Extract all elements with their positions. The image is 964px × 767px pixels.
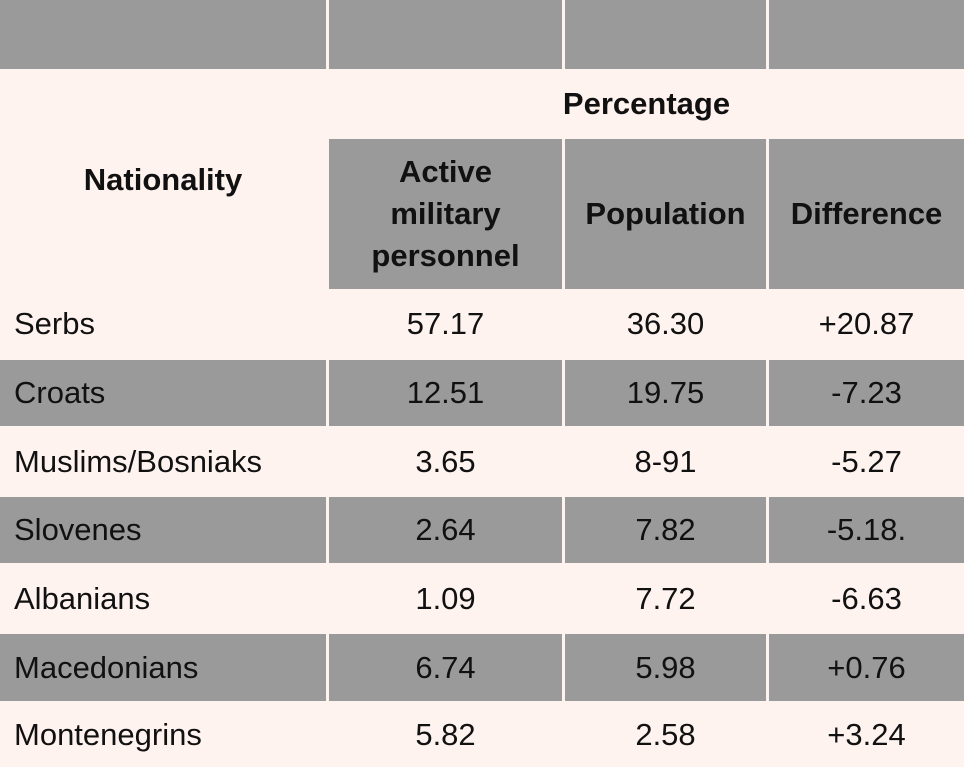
top-band-cell (565, 0, 766, 69)
row-population: 5.98 (565, 634, 766, 701)
row-difference: +0.76 (769, 634, 964, 701)
row-difference: -5.27 (831, 444, 902, 479)
row-nationality: Montenegrins (14, 717, 202, 752)
row-active: 12.51 (329, 360, 562, 426)
row-nationality: Macedonians (0, 634, 326, 701)
row-active: 3.65 (415, 444, 476, 479)
row-population: 36.30 (626, 306, 705, 341)
row-nationality: Serbs (14, 306, 95, 341)
header-percentage-label: Percentage (562, 85, 731, 121)
row-active: 6.74 (329, 634, 562, 701)
header-population-label: Population (585, 196, 746, 231)
row-difference: +3.24 (827, 717, 906, 752)
row-nationality: Slovenes (0, 497, 326, 563)
row-nationality: Albanians (14, 581, 151, 616)
row-active: 1.09 (415, 581, 476, 616)
top-band-cell (329, 0, 562, 69)
header-nationality: Nationality (0, 70, 326, 289)
header-percentage: Percentage (329, 70, 964, 137)
row-difference: -7.23 (769, 360, 964, 426)
top-band-cell (0, 0, 326, 69)
row-difference: +20.87 (818, 306, 915, 341)
row-population: 7.82 (565, 497, 766, 563)
row-population: 8-91 (634, 444, 697, 479)
row-nationality: Croats (0, 360, 326, 426)
row-population: 7.72 (635, 581, 696, 616)
row-population: 19.75 (565, 360, 766, 426)
row-population: 2.58 (635, 717, 696, 752)
row-difference: -6.63 (831, 581, 902, 616)
row-active: 2.64 (329, 497, 562, 563)
header-active-military-label: Active military personnel (371, 154, 520, 273)
header-nationality-label: Nationality (83, 161, 243, 197)
row-nationality: Muslims/Bosniaks (14, 444, 263, 479)
header-difference-label: Difference (790, 196, 943, 231)
row-active: 5.82 (415, 717, 476, 752)
header-difference: Difference (769, 139, 964, 289)
header-active-military: Active military personnel (329, 139, 562, 289)
row-active: 57.17 (406, 306, 485, 341)
row-difference: -5.18. (769, 497, 964, 563)
top-band-cell (769, 0, 964, 69)
header-population: Population (565, 139, 766, 289)
